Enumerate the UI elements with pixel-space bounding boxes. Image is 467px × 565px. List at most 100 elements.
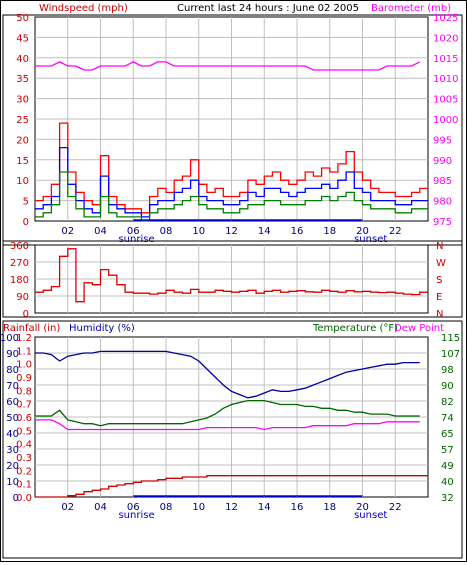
wind-y-tick-label: 45 (16, 33, 29, 44)
chart-title: Current last 24 hours : June 02 2005 (177, 3, 359, 14)
rain-y-tick-label: 1.2 (16, 333, 32, 344)
direction-y-tick-label: 0 (23, 309, 29, 320)
wind-y-tick-label: 15 (16, 156, 29, 167)
direction-panel-border (2, 240, 463, 318)
temp-y-tick-label: 82 (441, 397, 454, 408)
wind-panel: 0510152025303540455097598098599099510001… (2, 13, 463, 246)
barometer-series-line (35, 61, 421, 71)
wind-x-tick-label: 12 (225, 226, 238, 237)
bottom-series-line-dew-point (35, 419, 420, 431)
rain-y-tick-label: 0.4 (16, 440, 32, 451)
sunset-label: sunset (354, 234, 387, 245)
wind-x-tick-label: 06 (127, 226, 140, 237)
compass-label: E (436, 292, 442, 303)
humidity-y-tick-label: 0 (13, 493, 19, 504)
humidity-y-tick-label: 30 (6, 445, 19, 456)
bottom-series-line-humidity (35, 350, 420, 399)
wind-x-tick-label: 18 (323, 226, 336, 237)
wind-x-tick-label: 04 (94, 226, 107, 237)
rain-y-tick-label: 0.6 (16, 413, 32, 424)
wind-y-tick-label: 25 (16, 115, 29, 126)
direction-y-tick-label: 180 (10, 275, 29, 286)
temp-y-tick-label: 65 (441, 429, 454, 440)
bottom-x-tick-label: 02 (61, 502, 74, 513)
wind-x-tick-label: 14 (258, 226, 271, 237)
bottom-x-tick-label: 10 (192, 502, 205, 513)
bottom-x-tick-label: 06 (127, 502, 140, 513)
humidity-y-tick-label: 40 (6, 429, 19, 440)
wind-y-tick-label: 5 (23, 197, 29, 208)
wind-x-tick-label: 02 (61, 226, 74, 237)
rain-y-tick-label: 0.2 (16, 466, 32, 477)
wind-y-tick-label: 35 (16, 74, 29, 85)
wind-x-tick-label: 16 (291, 226, 304, 237)
compass-label: N (436, 309, 443, 320)
bottom-series-line-temperature (35, 399, 420, 427)
temperature-label: Temperature (°F) (312, 323, 398, 334)
humidity-label: Humidity (%) (69, 323, 135, 334)
barometer-y-tick-label: 975 (433, 217, 452, 228)
temp-y-tick-label: 98 (441, 365, 454, 376)
wind-x-tick-label: 08 (160, 226, 173, 237)
rainfall-label: Rainfall (in) (3, 323, 60, 334)
barometer-y-tick-label: 980 (433, 197, 452, 208)
direction-series-line (35, 248, 428, 303)
bottom-x-tick-label: 04 (94, 502, 107, 513)
temp-y-tick-label: 57 (441, 445, 454, 456)
bottom-x-tick-label: 16 (291, 502, 304, 513)
bottom-panel-border (2, 320, 463, 559)
barometer-label: Barometer (mb) (371, 3, 451, 14)
rain-humidity-temp-panel: 0 10 20 30 40 50 60 70 80 90 100 0.0 0.1 0.2 0.3 0.4 0.5… (0, 320, 463, 559)
temp-y-tick-label: 74 (441, 413, 454, 424)
humidity-y-tick-label: 100 (1, 333, 19, 344)
barometer-y-tick-label: 1025 (433, 13, 458, 24)
windspeed-label: Windspeed (mph) (39, 3, 128, 14)
rain-y-tick-label: 0.0 (16, 493, 32, 504)
dewpoint-label: Dew Point (394, 323, 444, 334)
temp-y-tick-label: 90 (441, 381, 454, 392)
direction-y-tick-label: 360 (10, 241, 29, 252)
rain-y-tick-label: 1.0 (16, 360, 32, 371)
wind-series-line (35, 146, 428, 218)
wind-panel-border (2, 14, 463, 246)
wind-x-tick-label: 22 (389, 226, 402, 237)
wind-x-tick-label: 10 (192, 226, 205, 237)
temp-y-tick-label: 32 (441, 493, 454, 504)
wind-y-tick-label: 50 (16, 13, 29, 24)
temp-y-tick-label: 107 (441, 349, 460, 360)
sunrise-label: sunrise (118, 510, 154, 521)
bottom-x-tick-label: 22 (389, 502, 402, 513)
rain-y-tick-label: 1.1 (16, 346, 32, 357)
temp-y-tick-label: 40 (441, 477, 454, 488)
compass-label: W (436, 258, 446, 269)
wind-y-tick-label: 10 (16, 176, 29, 187)
wind-y-tick-label: 40 (16, 54, 29, 65)
compass-label: S (436, 275, 442, 286)
wind-y-tick-label: 30 (16, 95, 29, 106)
temp-y-tick-label: 49 (441, 461, 454, 472)
barometer-y-tick-label: 1005 (433, 95, 458, 106)
humidity-y-tick-label: 10 (6, 477, 19, 488)
barometer-y-tick-label: 985 (433, 176, 452, 187)
barometer-y-tick-label: 995 (433, 135, 452, 146)
bottom-series-line-rainfall (35, 475, 428, 498)
barometer-y-tick-label: 1000 (433, 115, 458, 126)
humidity-y-tick-label: 50 (6, 413, 19, 424)
direction-y-tick-label: 90 (16, 292, 29, 303)
barometer-y-tick-label: 1020 (433, 33, 458, 44)
humidity-y-tick-label: 80 (6, 365, 19, 376)
compass-label: N (436, 241, 443, 252)
temp-y-tick-label: 115 (441, 333, 460, 344)
wind-y-tick-label: 0 (23, 217, 29, 228)
bottom-x-tick-label: 14 (258, 502, 271, 513)
barometer-y-tick-label: 990 (433, 156, 452, 167)
sunrise-label: sunrise (118, 234, 154, 245)
humidity-y-tick-label: 90 (6, 349, 19, 360)
rain-y-tick-label: 0.3 (16, 453, 32, 464)
rain-y-tick-label: 0.9 (16, 373, 32, 384)
bottom-x-tick-label: 12 (225, 502, 238, 513)
sunset-label: sunset (354, 510, 387, 521)
